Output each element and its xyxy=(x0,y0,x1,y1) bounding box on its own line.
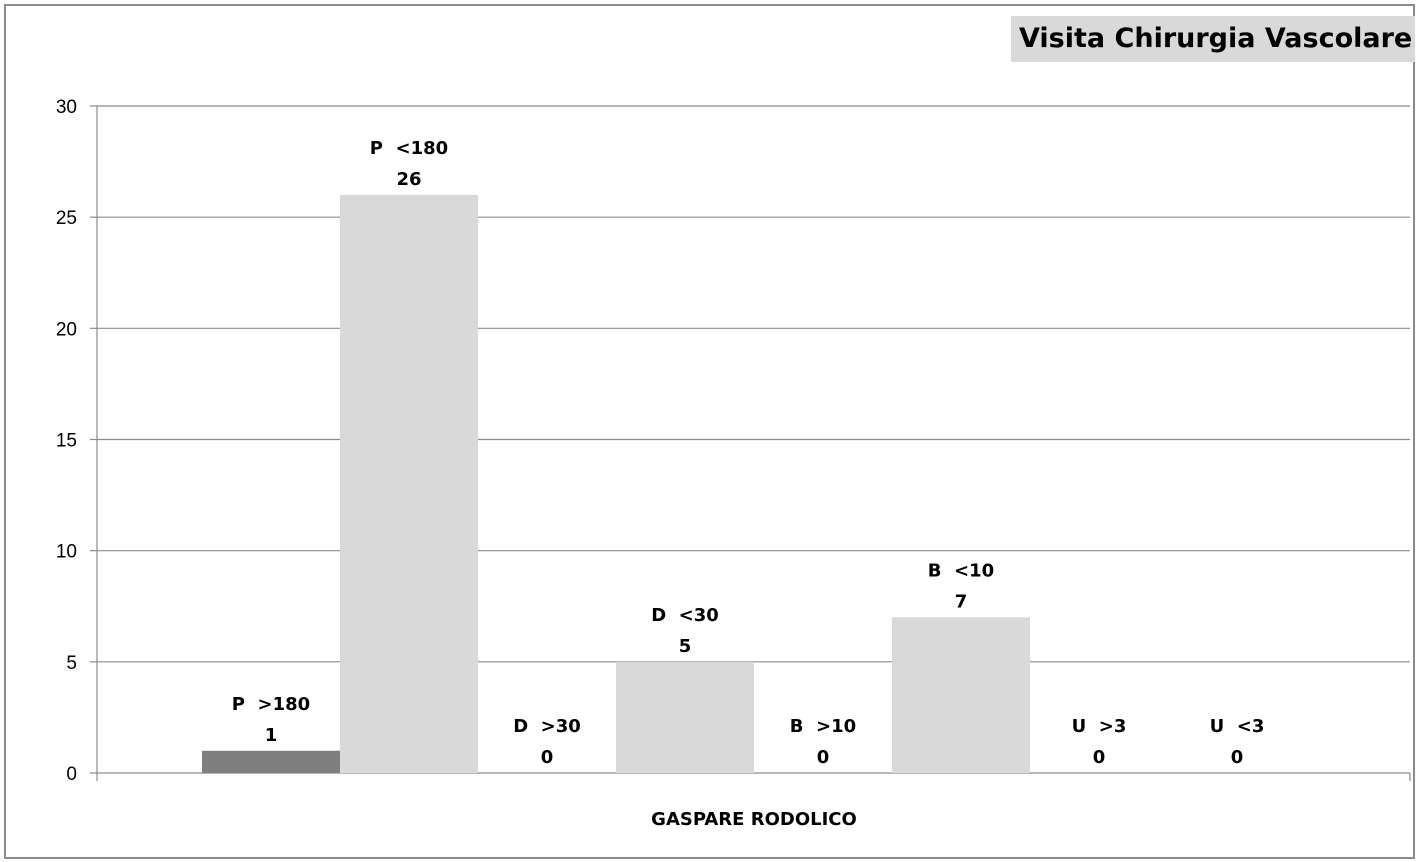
bars xyxy=(202,194,1030,773)
bar-value-label: 0 xyxy=(1093,747,1106,768)
bar-category-label: U <3 xyxy=(1210,716,1265,737)
bar xyxy=(202,750,340,773)
y-tick-label: 15 xyxy=(56,431,77,452)
bar xyxy=(892,617,1030,773)
bar-value-label: 5 xyxy=(679,636,692,657)
y-tick-label: 5 xyxy=(66,653,77,674)
bar-category-label: D >30 xyxy=(513,716,581,737)
bar xyxy=(340,194,478,773)
y-tick-label: 30 xyxy=(56,97,77,118)
bar-category-label: B <10 xyxy=(928,560,994,581)
y-tick-label: 20 xyxy=(56,319,77,340)
bar-value-label: 1 xyxy=(265,725,278,746)
y-tick-label: 0 xyxy=(66,764,77,785)
bar-category-label: U >3 xyxy=(1072,716,1127,737)
bar-category-label: D <30 xyxy=(651,605,719,626)
bar-category-label: P >180 xyxy=(232,694,310,715)
x-axis-label: GASPARE RODOLICO xyxy=(651,809,857,830)
bar-category-label: P <180 xyxy=(370,138,448,159)
data-labels: P >180 1 P <180 26 D >30 0 D <30 5 B >10 0 B <10 7 U… xyxy=(232,138,1265,768)
bar-value-label: 0 xyxy=(541,747,554,768)
chart-title: Visita Chirurgia Vascolare xyxy=(1011,16,1415,62)
bar-value-label: 7 xyxy=(955,591,968,612)
y-tick-label: 25 xyxy=(56,208,77,229)
bar-value-label: 0 xyxy=(817,747,830,768)
gridlines xyxy=(97,105,1410,663)
bar xyxy=(616,661,754,773)
y-tick-label: 10 xyxy=(56,542,77,563)
bar-value-label: 0 xyxy=(1231,747,1244,768)
bar-value-label: 26 xyxy=(396,169,421,190)
bar-category-label: B >10 xyxy=(790,716,856,737)
